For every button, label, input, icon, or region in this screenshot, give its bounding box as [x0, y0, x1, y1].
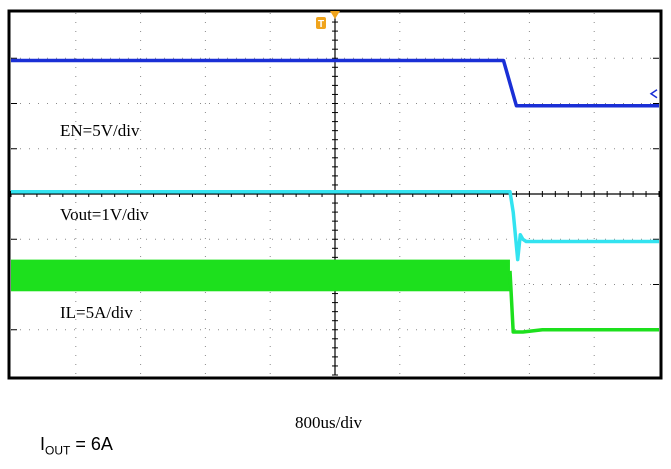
channel-label-il: IL=5A/div: [60, 303, 133, 322]
trace-line-1: [11, 58, 659, 108]
markers: T: [316, 11, 658, 99]
trigger-marker-label: T: [318, 19, 324, 30]
channel-label-vout: Vout=1V/div: [60, 205, 149, 224]
trace-line-3: [508, 270, 659, 334]
trace-band-3: [11, 259, 510, 292]
channel-level-arrow-icon: [649, 89, 658, 99]
timebase-label: 800us/div: [295, 413, 363, 432]
trigger-position-icon: [330, 11, 340, 19]
trigger-marker-icon: [316, 17, 326, 29]
channel-label-en: EN=5V/div: [60, 121, 140, 140]
grid: [10, 12, 660, 376]
output-current-condition: IOUT = 6A: [40, 434, 113, 458]
trace-line-2: [11, 189, 659, 262]
traces: [11, 58, 659, 334]
